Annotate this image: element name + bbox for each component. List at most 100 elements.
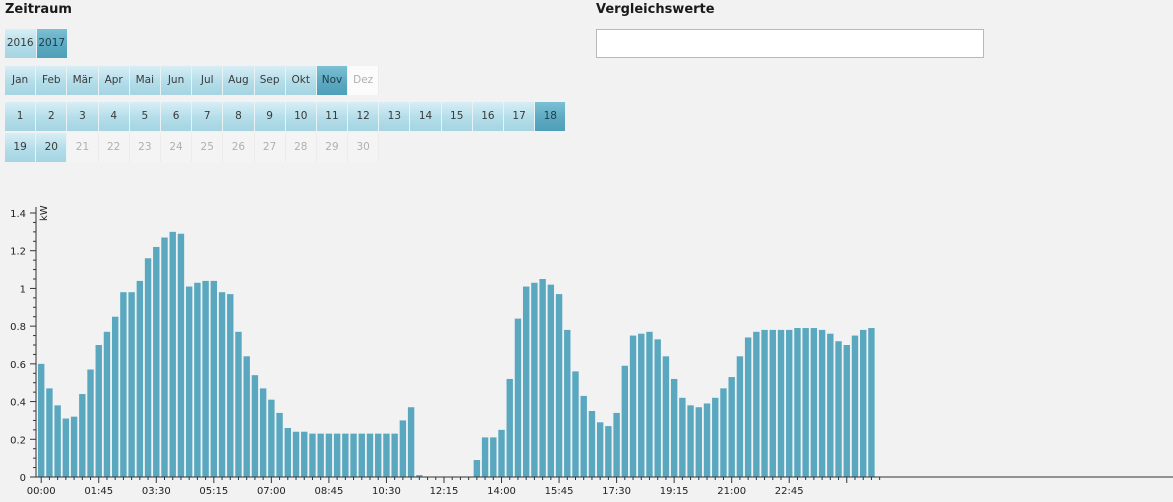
bar (317, 433, 324, 477)
bar (835, 341, 842, 477)
bar (860, 329, 867, 477)
day-button-2[interactable]: 2 (36, 102, 68, 131)
day-button-4[interactable]: 4 (98, 102, 130, 131)
bar (572, 371, 579, 477)
bar (638, 333, 645, 477)
day-button-10[interactable]: 10 (285, 102, 317, 131)
bar (851, 335, 859, 477)
day-button-8[interactable]: 8 (223, 102, 255, 131)
day-button-12[interactable]: 12 (348, 102, 380, 131)
month-button-Mai[interactable]: Mai (129, 66, 161, 95)
bar (120, 292, 127, 477)
bar (679, 397, 686, 477)
bar (54, 405, 61, 477)
day-button-3[interactable]: 3 (67, 102, 99, 131)
bar (703, 403, 711, 477)
bar (391, 433, 398, 477)
year-button-2016[interactable]: 2016 (5, 29, 37, 58)
x-tick-label: 15:45 (545, 486, 574, 497)
month-button-Apr[interactable]: Apr (98, 66, 130, 95)
bar (646, 331, 653, 477)
bar (62, 418, 70, 477)
bar (407, 407, 415, 477)
day-button-13[interactable]: 13 (379, 102, 411, 131)
bar (802, 328, 809, 477)
x-tick-label: 03:30 (142, 486, 171, 497)
bar (144, 258, 152, 477)
bar (375, 433, 382, 477)
bar (868, 328, 875, 477)
month-button-Jan[interactable]: Jan (5, 66, 37, 95)
y-tick-label: 0.4 (10, 398, 26, 409)
bar (358, 433, 365, 477)
month-button-Mär[interactable]: Mär (67, 66, 99, 95)
day-button-14[interactable]: 14 (410, 102, 442, 131)
day-button-20[interactable]: 20 (36, 133, 68, 162)
month-button-Okt[interactable]: Okt (285, 66, 317, 95)
bar (810, 328, 818, 477)
bar (531, 282, 538, 477)
bar (687, 405, 694, 477)
bar (177, 233, 185, 477)
month-button-Aug[interactable]: Aug (223, 66, 255, 95)
compare-heading: Vergleichswerte (596, 2, 715, 17)
bar (498, 429, 505, 477)
day-button-29: 29 (316, 133, 349, 162)
bar (325, 433, 333, 477)
bar (301, 431, 308, 477)
y-axis-label: kW (39, 205, 50, 221)
day-button-5[interactable]: 5 (129, 102, 161, 131)
bar (235, 331, 242, 477)
y-tick-label: 0.2 (10, 435, 26, 446)
bar (383, 433, 390, 477)
day-button-9[interactable]: 9 (254, 102, 286, 131)
day-button-16[interactable]: 16 (472, 102, 504, 131)
month-button-Jul[interactable]: Jul (192, 66, 224, 95)
y-tick-label: 1.4 (10, 209, 26, 220)
bar (596, 422, 604, 477)
day-button-7[interactable]: 7 (192, 102, 224, 131)
day-button-22: 22 (98, 133, 130, 162)
bar (251, 375, 259, 477)
month-button-Nov[interactable]: Nov (316, 66, 349, 95)
day-button-18[interactable]: 18 (535, 102, 567, 131)
bar (588, 411, 596, 477)
bar (522, 286, 530, 477)
bar (613, 412, 620, 477)
day-button-25: 25 (192, 133, 224, 162)
bar (79, 394, 86, 477)
day-button-17[interactable]: 17 (504, 102, 536, 131)
y-tick-label: 1.2 (10, 247, 26, 258)
y-tick-label: 0.8 (10, 322, 26, 333)
x-tick-label: 05:15 (199, 486, 228, 497)
bar (268, 399, 275, 477)
bar (720, 388, 727, 477)
day-button-11[interactable]: 11 (316, 102, 349, 131)
bar (194, 282, 201, 477)
day-selector-row-2: 19 20 21 22 23 24 25 26 27 28 29 30 (5, 133, 380, 162)
bar (153, 246, 160, 477)
month-button-Sep[interactable]: Sep (254, 66, 286, 95)
day-button-30: 30 (348, 133, 380, 162)
year-button-2017[interactable]: 2017 (36, 29, 68, 58)
x-tick-label: 12:15 (430, 486, 459, 497)
y-tick-label: 0 (20, 473, 26, 484)
day-button-1[interactable]: 1 (5, 102, 37, 131)
bar (350, 433, 357, 477)
compare-input[interactable] (596, 29, 984, 58)
day-button-19[interactable]: 19 (5, 133, 37, 162)
bar (695, 407, 702, 477)
bar (202, 280, 209, 477)
bar (136, 280, 144, 477)
month-button-Feb[interactable]: Feb (36, 66, 68, 95)
bar (342, 433, 349, 477)
day-button-15[interactable]: 15 (441, 102, 473, 131)
bar (654, 339, 661, 477)
bar (309, 433, 316, 477)
month-button-Jun[interactable]: Jun (160, 66, 193, 95)
day-button-6[interactable]: 6 (160, 102, 193, 131)
year-selector: 2016 2017 (5, 29, 68, 58)
bar (818, 329, 826, 477)
bar (514, 318, 522, 477)
bar (736, 356, 744, 477)
